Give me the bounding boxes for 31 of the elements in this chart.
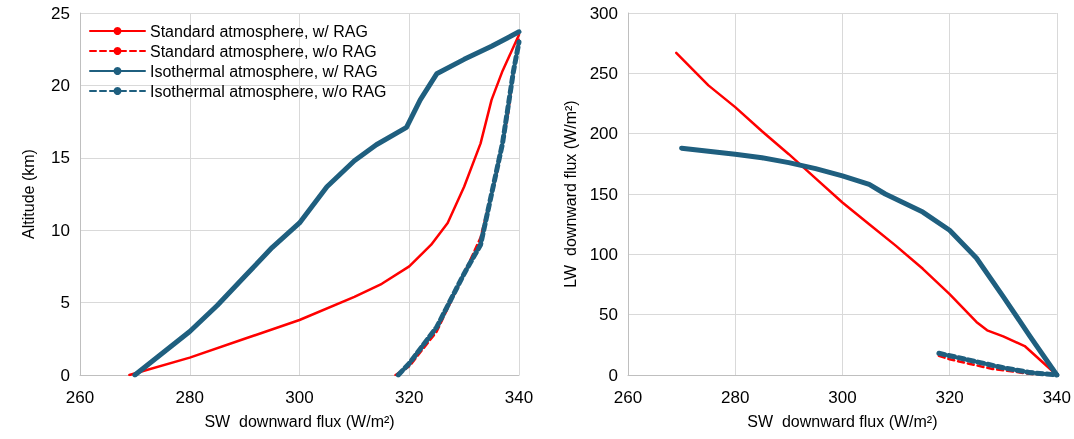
y-tick-label: 200 xyxy=(589,124,618,144)
y-axis-title: LW downward flux (W/m²) xyxy=(562,100,580,288)
x-tick-label: 320 xyxy=(935,388,964,407)
y-tick-label: 25 xyxy=(51,3,70,23)
y-tick-label: 5 xyxy=(60,293,70,313)
x-axis-title: SW downward flux (W/m²) xyxy=(204,412,395,430)
y-tick-label: 300 xyxy=(589,3,618,23)
y-axis-title: Altitude (km) xyxy=(19,149,37,239)
x-tick-label: 300 xyxy=(828,388,857,407)
x-tick-label: 260 xyxy=(613,388,643,407)
legend-label: Standard atmosphere, w/ RAG xyxy=(150,22,368,40)
y-tick-label: 15 xyxy=(51,148,70,168)
y-tick-label: 150 xyxy=(589,184,618,204)
y-tick-label: 100 xyxy=(589,244,618,264)
y-tick-label: 0 xyxy=(608,365,618,385)
y-tick-label: 50 xyxy=(599,305,618,325)
x-tick-label: 320 xyxy=(395,388,424,407)
x-axis-title: SW downward flux (W/m²) xyxy=(747,412,938,430)
x-tick-label: 280 xyxy=(175,388,204,407)
x-tick-label: 340 xyxy=(1042,388,1072,407)
y-tick-label: 20 xyxy=(51,75,70,95)
y-tick-label: 0 xyxy=(60,365,70,385)
legend-label: Isothermal atmosphere, w/ RAG xyxy=(150,62,378,80)
y-tick-label: 250 xyxy=(589,63,618,83)
x-tick-label: 300 xyxy=(285,388,314,407)
legend-label: Standard atmosphere, w/o RAG xyxy=(150,42,377,60)
x-tick-label: 280 xyxy=(721,388,750,407)
y-tick-label: 10 xyxy=(51,220,70,240)
x-tick-label: 260 xyxy=(65,388,95,407)
legend-label: Isothermal atmosphere, w/o RAG xyxy=(150,82,387,100)
x-tick-label: 340 xyxy=(504,388,534,407)
